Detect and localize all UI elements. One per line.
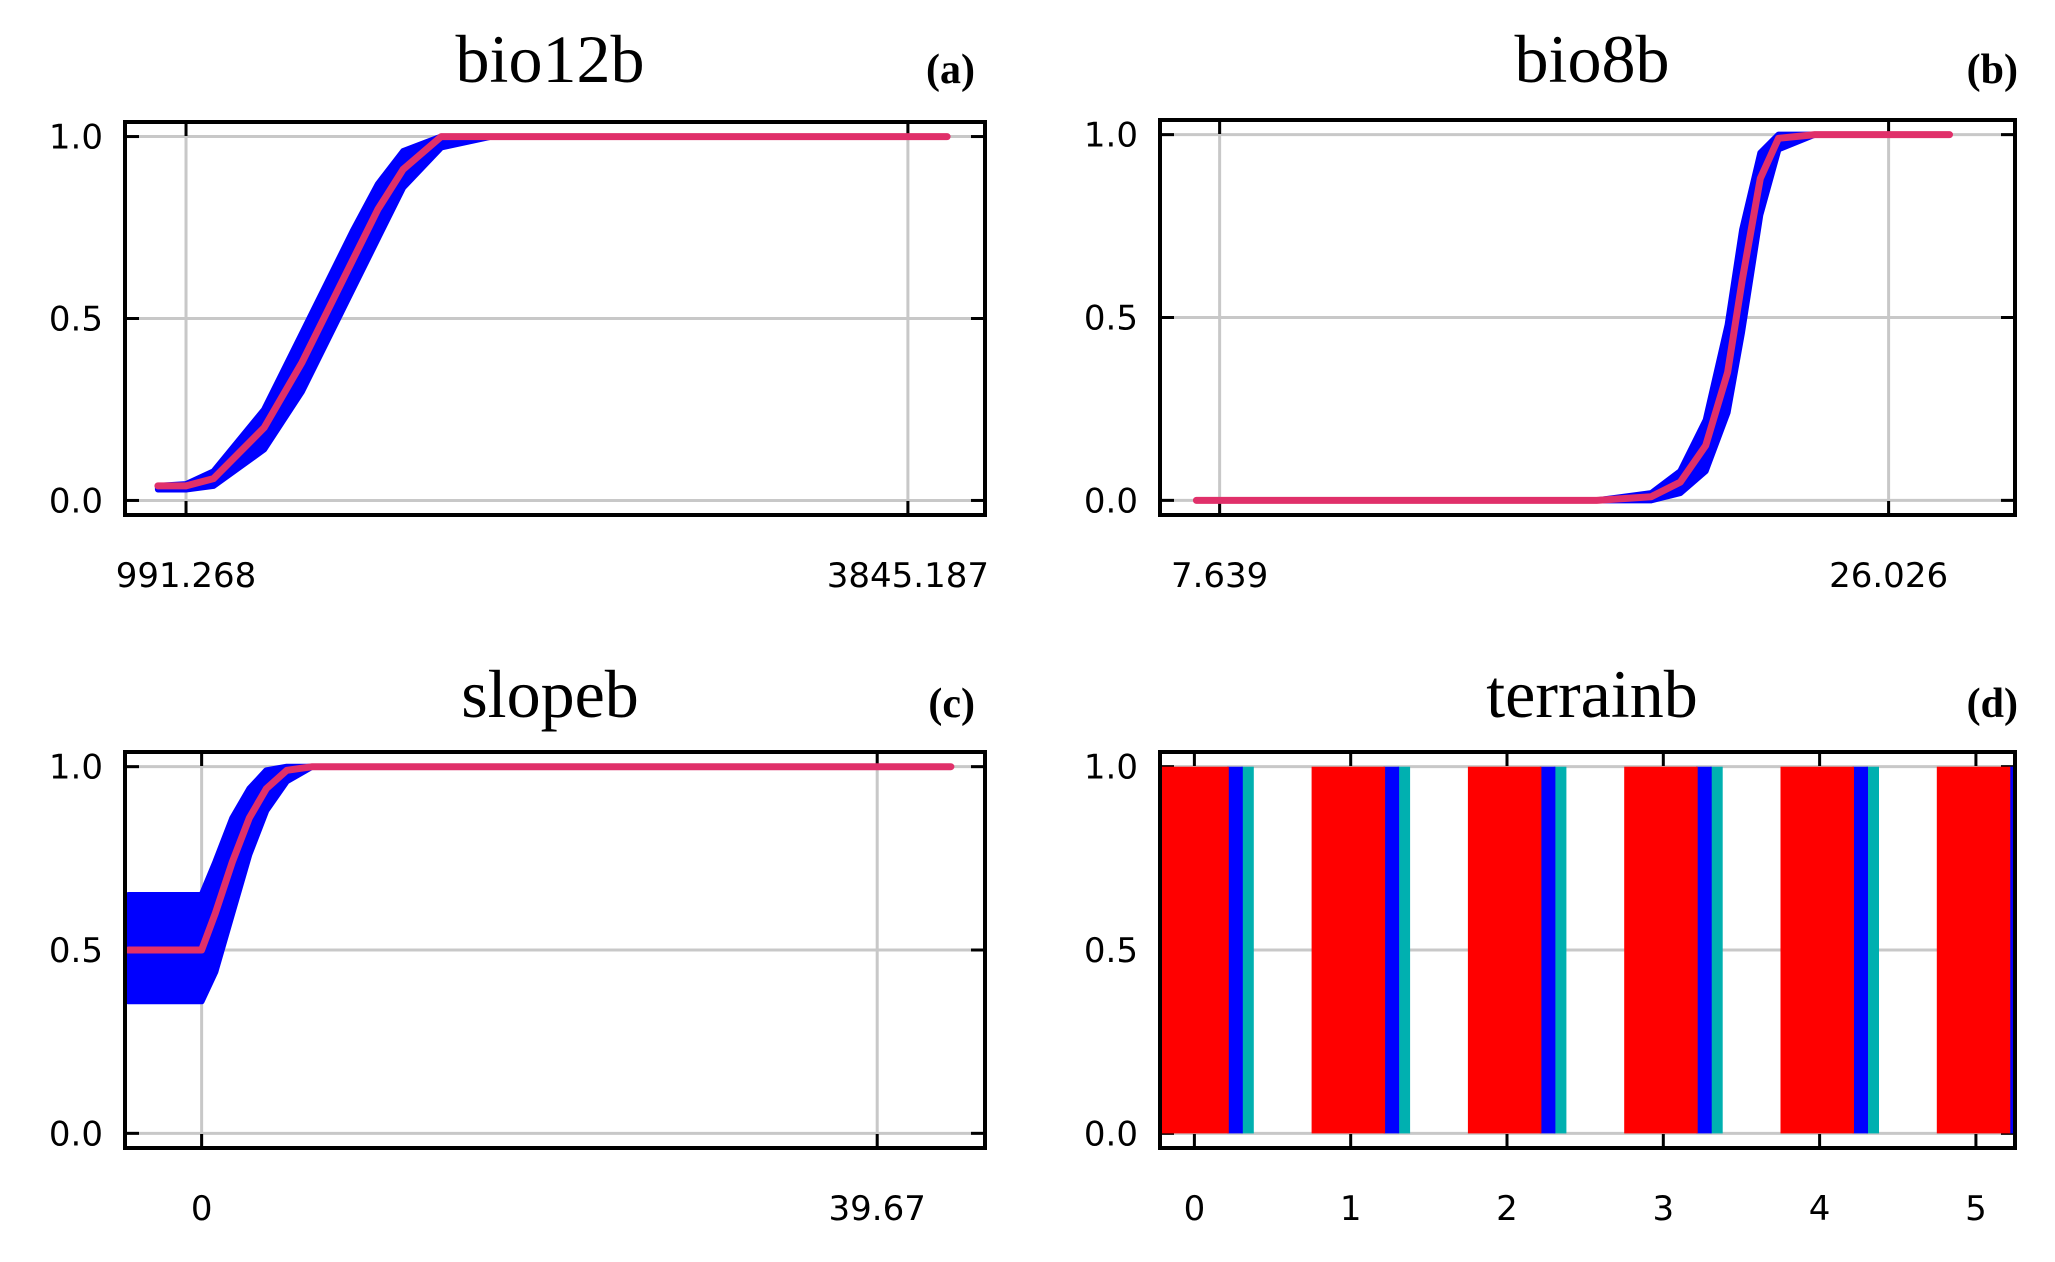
panel-d-label: (d): [1967, 681, 2018, 727]
y-tick-label: 0.5: [49, 931, 103, 971]
x-tick-label: 4: [1809, 1189, 1831, 1229]
y-tick-label: 0.0: [49, 1114, 103, 1154]
x-tick-label: 3: [1652, 1189, 1674, 1229]
x-tick-label: 3845.187: [827, 556, 989, 596]
plot-frame: [1158, 118, 2017, 517]
y-tick-label: 0.0: [49, 481, 103, 521]
x-tick-label: 5: [1965, 1189, 1987, 1229]
panel-a-title: bio12b: [456, 21, 645, 97]
y-tick-label: 0.5: [49, 300, 103, 340]
confidence-band: [154, 133, 951, 493]
red-bar-5: [1936, 766, 2011, 1134]
panel-c-label: (c): [928, 681, 975, 727]
teal-bar-3: [1710, 766, 1723, 1134]
red-bar-3: [1624, 766, 1698, 1134]
red-bar-4: [1780, 766, 1854, 1134]
blue-bar-0: [1227, 766, 1243, 1134]
teal-bar-0: [1241, 766, 1254, 1134]
plot-frame: [123, 750, 987, 1150]
plot-terrainb: 0.0 0.5 1.0 0 1 2 3 4 5: [1084, 748, 2017, 1229]
mean-response-line: [1192, 131, 1953, 504]
blue-bar-5: [2008, 766, 2013, 1134]
red-bar-1: [1311, 766, 1386, 1134]
mean-response-line: [124, 763, 955, 954]
y-tick-label: 1.0: [49, 748, 103, 788]
panel-c-title: slopeb: [461, 656, 639, 732]
blue-bar-3: [1696, 766, 1712, 1134]
blue-bar-4: [1852, 766, 1868, 1134]
x-tick-label: 991.268: [116, 556, 257, 596]
x-tick-label: 0: [1184, 1189, 1206, 1229]
x-tick-label: 1: [1340, 1189, 1362, 1229]
x-tick-label: 0: [191, 1189, 213, 1229]
x-tick-label: 26.026: [1829, 556, 1948, 596]
plot-slopeb: 0.0 0.5 1.0 0 39.67: [49, 748, 987, 1229]
y-tick-label: 0.0: [1084, 1114, 1138, 1154]
red-bar-2: [1467, 766, 1542, 1134]
panel-b-title: bio8b: [1515, 21, 1670, 97]
plot-bio12b: 0.0 0.5 1.0 991.268 3845.187: [49, 118, 989, 596]
teal-bar-2: [1553, 766, 1567, 1134]
x-tick-label: 7.639: [1171, 556, 1268, 596]
teal-bar-1: [1397, 766, 1411, 1134]
red-bar-0: [1162, 766, 1229, 1134]
plot-frame: [123, 120, 987, 517]
plot-frame: [1158, 750, 2017, 1150]
x-tick-label: 2: [1496, 1189, 1518, 1229]
x-tick-label: 39.67: [829, 1189, 926, 1229]
y-tick-label: 1.0: [1084, 748, 1138, 788]
y-tick-label: 0.5: [1084, 931, 1138, 971]
y-tick-label: 1.0: [49, 118, 103, 158]
y-tick-label: 0.0: [1084, 481, 1138, 521]
y-tick-label: 0.5: [1084, 299, 1138, 339]
panel-b-label: (b): [1967, 47, 2018, 93]
confidence-band: [125, 763, 954, 1005]
mean-response-line: [154, 133, 951, 490]
panel-d-title: terrainb: [1486, 656, 1697, 732]
plot-bio8b: 0.0 0.5 1.0 7.639 26.026: [1084, 116, 2017, 596]
panel-a-label: (a): [926, 47, 975, 93]
teal-bar-4: [1866, 766, 1879, 1134]
blue-bar-1: [1383, 766, 1400, 1134]
blue-bar-2: [1539, 766, 1556, 1134]
y-tick-label: 1.0: [1084, 116, 1138, 156]
